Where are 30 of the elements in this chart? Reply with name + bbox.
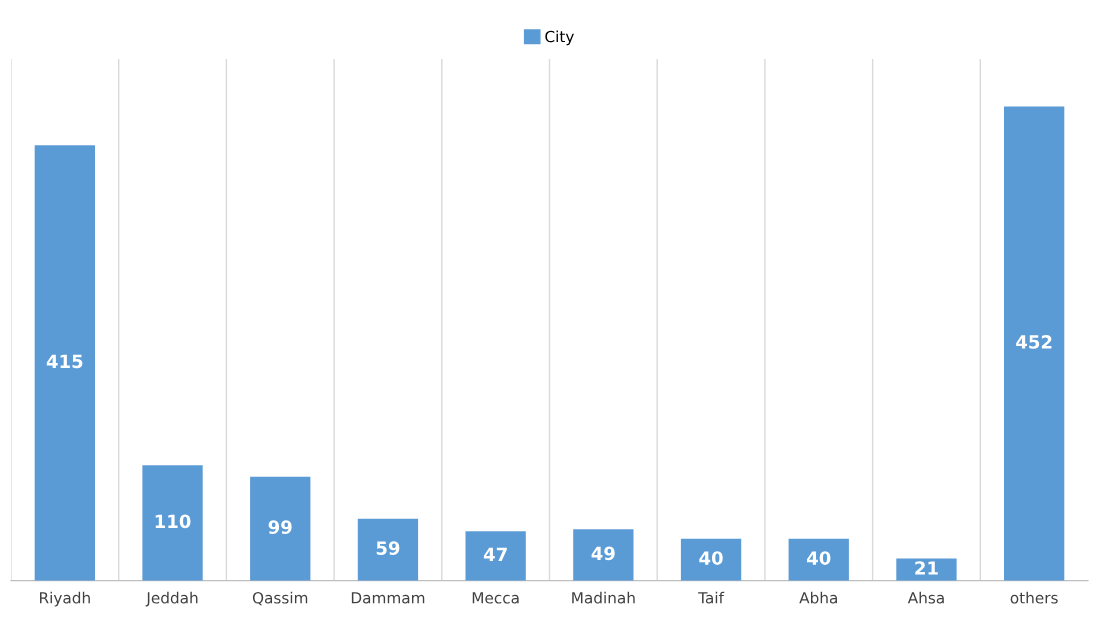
data-label: 21	[915, 561, 938, 575]
data-label: 40	[699, 551, 723, 565]
legend-label: City	[545, 30, 574, 46]
bar	[250, 476, 311, 581]
data-label: 452	[1016, 335, 1052, 349]
data-label: 99	[268, 520, 292, 534]
x-tick-label: Dammam	[351, 592, 425, 604]
data-label: 49	[591, 546, 615, 561]
x-tick-label: Abha	[799, 591, 837, 604]
data-label: 415	[46, 354, 83, 369]
bar	[573, 529, 634, 581]
x-tick-label: Ahsa	[907, 591, 944, 604]
x-tick-label: Mecca	[472, 592, 519, 604]
data-label: 110	[155, 514, 191, 529]
x-tick-label: Qassim	[252, 591, 308, 606]
bar	[142, 465, 203, 581]
x-tick-label: Jeddah	[145, 591, 198, 607]
data-label: 40	[807, 551, 831, 565]
x-tick-label: Taif	[698, 591, 725, 604]
bar	[465, 531, 526, 581]
bar	[788, 538, 849, 581]
x-tick-label: Riyadh	[40, 591, 90, 607]
bar	[680, 538, 742, 581]
bar	[1004, 106, 1065, 581]
x-tick-label: others	[1010, 591, 1058, 604]
bar	[34, 145, 95, 581]
data-label: 47	[483, 547, 507, 561]
bar	[357, 518, 419, 581]
data-label: 59	[376, 541, 400, 555]
x-tick-label: Madinah	[572, 591, 635, 604]
